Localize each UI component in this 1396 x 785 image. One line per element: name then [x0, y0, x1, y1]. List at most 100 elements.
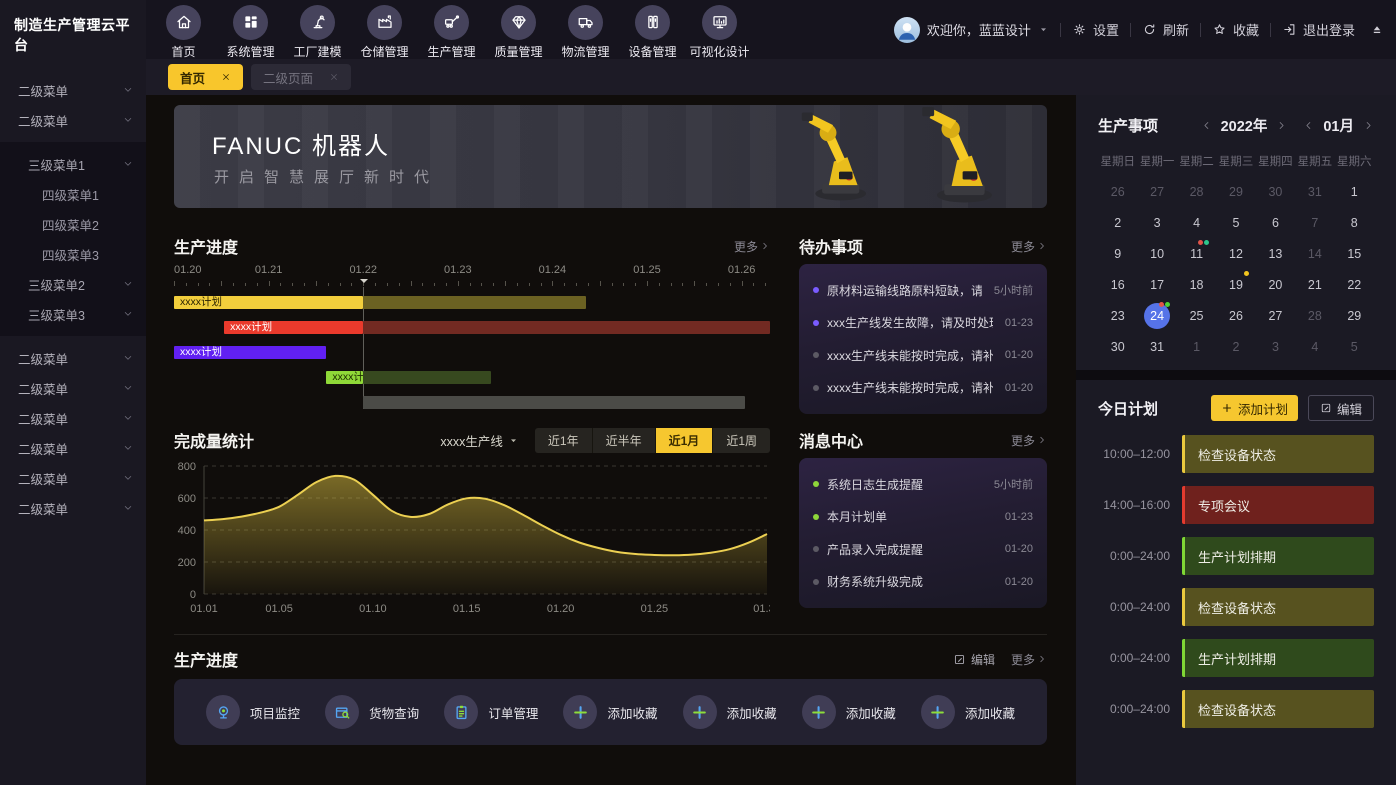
- shortcut-订单管理-2[interactable]: 订单管理: [444, 695, 538, 729]
- todo-more-link[interactable]: 更多: [1011, 238, 1047, 255]
- calendar-day-29[interactable]: 29: [1335, 300, 1374, 331]
- shortcut-添加收藏-3[interactable]: 添加收藏: [563, 695, 657, 729]
- calendar-day-8[interactable]: 8: [1335, 207, 1374, 238]
- user-menu[interactable]: 欢迎你，蓝蓝设计: [893, 16, 1049, 43]
- calendar-day-13[interactable]: 13: [1256, 238, 1295, 269]
- range-tab-近1周[interactable]: 近1周: [712, 427, 770, 453]
- messages-more-link[interactable]: 更多: [1011, 432, 1047, 449]
- prev-year-button[interactable]: [1201, 120, 1212, 131]
- message-item[interactable]: 财务系统升级完成 01-20: [813, 573, 1033, 590]
- calendar-day-1[interactable]: 1: [1335, 176, 1374, 207]
- calendar-day-15[interactable]: 15: [1335, 238, 1374, 269]
- gantt-bar-remaining[interactable]: [363, 371, 491, 384]
- gantt-more-link[interactable]: 更多: [734, 238, 770, 255]
- sidebar-item-二级菜单-8[interactable]: 二级菜单: [0, 343, 146, 373]
- plan-item-card[interactable]: 检查设备状态: [1182, 588, 1374, 626]
- calendar-day-1[interactable]: 1: [1177, 331, 1216, 362]
- module-home[interactable]: 首页: [150, 0, 217, 60]
- calendar-day-25[interactable]: 25: [1177, 300, 1216, 331]
- todo-item[interactable]: xxx生产线发生故障，请及时处理 01-23: [813, 314, 1033, 331]
- todo-item[interactable]: 原材料运输线路原料短缺，请及... 5小时前: [813, 282, 1033, 299]
- calendar-day-4[interactable]: 4: [1295, 331, 1334, 362]
- calendar-day-24[interactable]: 24: [1137, 300, 1176, 331]
- tab-二级页面[interactable]: 二级页面: [251, 64, 352, 90]
- message-item[interactable]: 本月计划单 01-23: [813, 508, 1033, 525]
- production-line-select[interactable]: xxxx生产线: [440, 431, 519, 450]
- sidebar-item-二级菜单-13[interactable]: 二级菜单: [0, 493, 146, 523]
- calendar-day-7[interactable]: 7: [1295, 207, 1334, 238]
- calendar-day-19[interactable]: 19: [1216, 269, 1255, 300]
- module-equipment[interactable]: 设备管理: [619, 0, 686, 60]
- calendar-day-12[interactable]: 12: [1216, 238, 1255, 269]
- module-loader[interactable]: 生产管理: [418, 0, 485, 60]
- sidebar-item-四级菜单1-3[interactable]: 四级菜单1: [0, 179, 146, 209]
- calendar-day-21[interactable]: 21: [1295, 269, 1334, 300]
- sidebar-item-四级菜单3-5[interactable]: 四级菜单3: [0, 239, 146, 269]
- todo-item[interactable]: xxxx生产线未能按时完成，请补... 01-20: [813, 379, 1033, 396]
- gantt-bar[interactable]: xxxx计划: [174, 346, 327, 359]
- shortcut-货物查询-1[interactable]: 货物查询: [325, 695, 419, 729]
- calendar-day-4[interactable]: 4: [1177, 207, 1216, 238]
- calendar-day-26[interactable]: 26: [1216, 300, 1255, 331]
- calendar-day-30[interactable]: 30: [1098, 331, 1137, 362]
- module-grid[interactable]: 系统管理: [217, 0, 284, 60]
- add-plan-button[interactable]: 添加计划: [1210, 395, 1298, 421]
- plan-item-card[interactable]: 检查设备状态: [1182, 690, 1374, 728]
- calendar-day-29[interactable]: 29: [1216, 176, 1255, 207]
- todo-item[interactable]: xxxx生产线未能按时完成，请补... 01-20: [813, 347, 1033, 364]
- shortcut-项目监控-0[interactable]: 项目监控: [206, 695, 300, 729]
- calendar-day-6[interactable]: 6: [1256, 207, 1295, 238]
- shortcut-添加收藏-4[interactable]: 添加收藏: [682, 695, 777, 729]
- shortcuts-edit-button[interactable]: 编辑: [953, 651, 995, 668]
- sidebar-item-三级菜单1-2[interactable]: 三级菜单1: [0, 149, 146, 179]
- calendar-day-26[interactable]: 26: [1098, 176, 1137, 207]
- next-year-button[interactable]: [1276, 120, 1287, 131]
- calendar-day-16[interactable]: 16: [1098, 269, 1137, 300]
- message-item[interactable]: 产品录入完成提醒 01-20: [813, 541, 1033, 558]
- star-button[interactable]: 收藏: [1212, 20, 1259, 39]
- calendar-day-14[interactable]: 14: [1295, 238, 1334, 269]
- calendar-day-31[interactable]: 31: [1295, 176, 1334, 207]
- gantt-bar-remaining[interactable]: [363, 396, 746, 409]
- tab-close-icon[interactable]: [329, 72, 339, 82]
- calendar-day-11[interactable]: 11: [1177, 238, 1216, 269]
- logout-button[interactable]: 退出登录: [1282, 20, 1355, 39]
- prev-month-button[interactable]: [1303, 120, 1314, 131]
- edit-plan-button[interactable]: 编辑: [1307, 395, 1374, 421]
- sidebar-item-二级菜单-11[interactable]: 二级菜单: [0, 433, 146, 463]
- sidebar-item-四级菜单2-4[interactable]: 四级菜单2: [0, 209, 146, 239]
- calendar-day-17[interactable]: 17: [1137, 269, 1176, 300]
- calendar-day-28[interactable]: 28: [1295, 300, 1334, 331]
- gear-button[interactable]: 设置: [1072, 20, 1119, 39]
- range-tab-近半年[interactable]: 近半年: [591, 427, 655, 453]
- shortcut-添加收藏-5[interactable]: 添加收藏: [801, 695, 896, 729]
- tab-首页[interactable]: 首页: [168, 64, 244, 90]
- range-tab-近1月[interactable]: 近1月: [654, 427, 713, 453]
- sidebar-item-三级菜单2-6[interactable]: 三级菜单2: [0, 269, 146, 299]
- next-month-button[interactable]: [1363, 120, 1374, 131]
- gantt-bar-remaining[interactable]: [363, 296, 586, 309]
- range-tab-近1年[interactable]: 近1年: [547, 433, 579, 448]
- calendar-day-22[interactable]: 22: [1335, 269, 1374, 300]
- calendar-day-3[interactable]: 3: [1256, 331, 1295, 362]
- calendar-day-28[interactable]: 28: [1177, 176, 1216, 207]
- sidebar-item-二级菜单-9[interactable]: 二级菜单: [0, 373, 146, 403]
- plan-item-card[interactable]: 生产计划排期: [1182, 537, 1374, 575]
- shortcuts-more-link[interactable]: 更多: [1011, 651, 1047, 668]
- message-item[interactable]: 系统日志生成提醒 5小时前: [813, 476, 1033, 493]
- plan-item-card[interactable]: 检查设备状态: [1182, 435, 1374, 473]
- calendar-day-3[interactable]: 3: [1137, 207, 1176, 238]
- plan-item-card[interactable]: 专项会议: [1182, 486, 1374, 524]
- calendar-day-5[interactable]: 5: [1335, 331, 1374, 362]
- gantt-bar[interactable]: xxxx计划: [326, 371, 364, 384]
- calendar-day-2[interactable]: 2: [1216, 331, 1255, 362]
- module-factory[interactable]: 仓储管理: [351, 0, 418, 60]
- gantt-bar[interactable]: xxxx计划: [174, 296, 364, 309]
- calendar-day-31[interactable]: 31: [1137, 331, 1176, 362]
- calendar-day-18[interactable]: 18: [1177, 269, 1216, 300]
- module-monitor[interactable]: 可视化设计: [686, 0, 753, 60]
- module-truck[interactable]: 物流管理: [552, 0, 619, 60]
- module-robot-arm[interactable]: 工厂建模: [284, 0, 351, 60]
- module-diamond[interactable]: 质量管理: [485, 0, 552, 60]
- calendar-day-2[interactable]: 2: [1098, 207, 1137, 238]
